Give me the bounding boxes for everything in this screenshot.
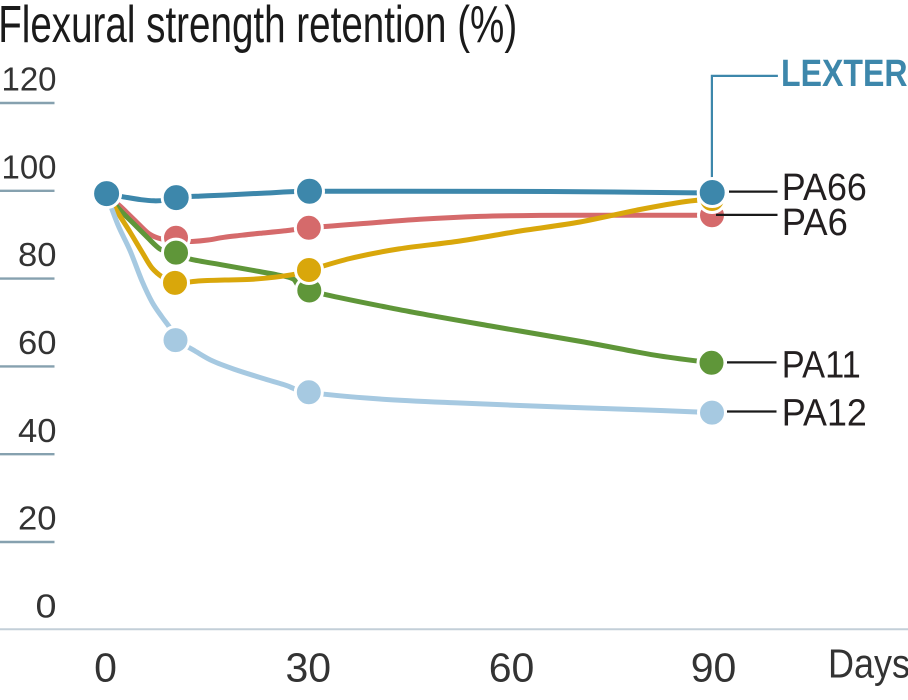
svg-text:Flexural strength retention (%: Flexural strength retention (%) bbox=[0, 0, 517, 53]
svg-text:LEXTER: LEXTER bbox=[781, 53, 908, 95]
svg-text:100: 100 bbox=[2, 149, 57, 186]
svg-text:PA66: PA66 bbox=[782, 167, 867, 209]
svg-text:0: 0 bbox=[94, 644, 117, 690]
svg-text:60: 60 bbox=[489, 644, 535, 690]
svg-text:Days: Days bbox=[828, 641, 908, 687]
svg-text:80: 80 bbox=[18, 237, 57, 274]
svg-text:30: 30 bbox=[285, 644, 331, 690]
svg-text:20: 20 bbox=[18, 501, 57, 538]
svg-text:PA12: PA12 bbox=[782, 393, 867, 435]
svg-text:120: 120 bbox=[2, 62, 57, 99]
svg-text:40: 40 bbox=[18, 413, 57, 450]
svg-text:60: 60 bbox=[18, 325, 57, 362]
svg-text:PA6: PA6 bbox=[782, 202, 848, 244]
svg-text:90: 90 bbox=[691, 644, 737, 690]
svg-text:0: 0 bbox=[36, 589, 57, 626]
svg-text:PA11: PA11 bbox=[782, 345, 861, 387]
